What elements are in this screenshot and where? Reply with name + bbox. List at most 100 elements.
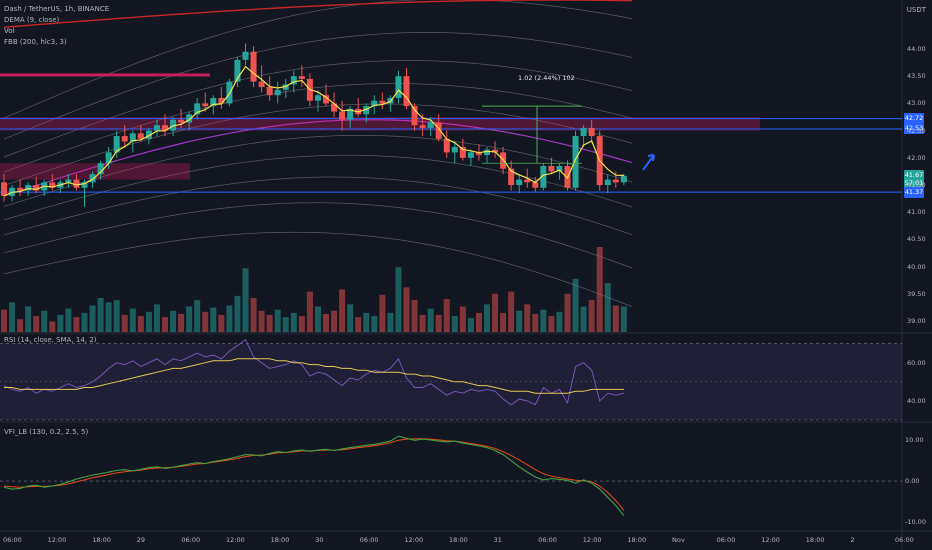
candle-body	[121, 136, 128, 142]
candle-body	[443, 138, 450, 153]
volume-bar	[451, 316, 458, 332]
volume-bar	[427, 308, 434, 332]
candle-body	[427, 122, 434, 128]
price-badge: 42.53	[904, 123, 924, 135]
volume-bar	[492, 293, 499, 332]
dema-line	[3, 65, 624, 197]
volume-bar	[588, 300, 595, 332]
candle-body	[178, 119, 185, 123]
price-tick-label: 42.00	[907, 153, 926, 162]
candle-body	[49, 182, 56, 188]
volume-bar	[508, 291, 515, 332]
time-tick-label: 12:00	[226, 536, 245, 544]
time-tick-label: 06:00	[716, 536, 736, 544]
volume-bar	[186, 306, 193, 332]
candle-body	[339, 111, 346, 120]
volume-bar	[226, 305, 233, 332]
fbb-band-line	[3, 202, 633, 269]
candle-body	[347, 108, 354, 120]
volume-bar	[210, 307, 217, 332]
price-tick-label: 40.00	[907, 262, 926, 271]
candle-body	[484, 149, 490, 156]
time-tick-label: 06:00	[895, 536, 914, 544]
candle-body	[331, 103, 338, 112]
time-tick-label: 31	[493, 536, 502, 544]
candle-body	[73, 179, 80, 188]
volume-bar	[121, 315, 128, 332]
price-badge: 41.67	[904, 170, 924, 182]
vfi-legend[interactable]: VFI_LB (130, 0.2, 2.5, 5)	[4, 428, 89, 436]
volume-bar	[65, 308, 72, 332]
volume-bar	[323, 313, 329, 332]
price-tick-label: 43.00	[907, 99, 926, 108]
candle-body	[81, 182, 88, 188]
price-tick-label: 43.50	[907, 72, 926, 81]
candle-body	[475, 152, 482, 156]
candle-body	[556, 166, 563, 172]
volume-bar	[467, 318, 474, 332]
candle-body	[580, 127, 587, 137]
volume-bar	[387, 312, 394, 332]
volume-bar	[532, 313, 539, 332]
volume-bar	[306, 291, 313, 332]
rsi-legend[interactable]: RSI (14, close, SMA, 14, 2)	[4, 336, 97, 344]
candle-body	[65, 179, 72, 183]
candle-body	[89, 174, 96, 183]
vfi-tick-label: -10.00	[905, 517, 926, 526]
price-tick-label: 44.00	[907, 44, 926, 53]
candle-body	[274, 89, 281, 96]
volume-bar	[411, 300, 418, 332]
volume-bar	[290, 312, 297, 332]
candle-body	[97, 163, 104, 175]
candle-body	[532, 182, 539, 188]
up-arrow-icon	[642, 154, 655, 171]
candle-body	[170, 119, 177, 131]
volume-bar	[314, 306, 321, 332]
volume-bar	[41, 310, 48, 332]
time-tick-label: 06:00	[3, 536, 22, 544]
volume-bar	[572, 278, 579, 332]
volume-bar	[274, 309, 281, 332]
symbol-title: Dash / TetherUS, 1h, BINANCE	[4, 5, 110, 13]
volume-bar	[604, 283, 611, 332]
volume-bar	[97, 298, 104, 332]
candle-body	[153, 125, 160, 131]
volume-bar	[564, 293, 571, 332]
time-tick-label: 06:00	[359, 536, 379, 544]
resistance-band	[0, 73, 210, 77]
volume-bar	[178, 313, 185, 332]
candle-body	[242, 51, 249, 60]
candle-body	[314, 95, 321, 101]
fbb-band-line	[3, 83, 632, 173]
volume-bar	[331, 310, 338, 332]
volume-bar	[89, 305, 96, 332]
candle-body	[137, 133, 144, 139]
candle-body	[33, 185, 40, 191]
price-tick-label: 39.00	[907, 317, 926, 326]
vol-legend[interactable]: Vol	[4, 27, 15, 35]
volume-bar	[363, 312, 370, 332]
volume-bar	[435, 315, 442, 332]
volume-bar	[395, 267, 402, 332]
volume-bar	[371, 316, 378, 332]
candle-body	[403, 76, 410, 107]
candle-body	[194, 103, 201, 115]
volume-bar	[612, 305, 619, 332]
volume-bar	[347, 304, 354, 332]
rsi-ma-line	[4, 358, 624, 394]
candle-body	[266, 87, 273, 96]
measure-label: 1.02 (2.44%) 102	[518, 74, 575, 82]
volume-bar	[145, 311, 152, 332]
vfi-line	[3, 435, 625, 517]
candle-body	[290, 76, 297, 85]
fbb-legend[interactable]: FBB (200, hlc3, 3)	[4, 38, 67, 46]
dema-legend[interactable]: DEMA (9, close)	[4, 16, 60, 24]
volume-bar	[580, 306, 587, 332]
fbb-band-line	[3, 231, 633, 308]
volume-bar	[620, 306, 627, 332]
volume-bar	[556, 311, 563, 332]
volume-bar	[153, 304, 160, 332]
volume-bar	[403, 287, 410, 332]
candle-body	[129, 133, 136, 142]
